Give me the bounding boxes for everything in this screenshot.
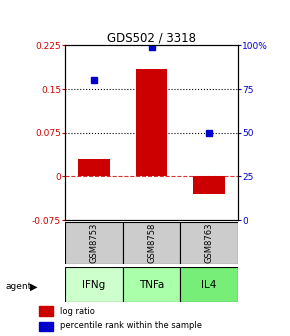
Bar <box>180 267 238 302</box>
Bar <box>39 322 53 331</box>
Bar <box>180 222 238 264</box>
Text: TNFa: TNFa <box>139 280 164 290</box>
Text: percentile rank within the sample: percentile rank within the sample <box>60 322 202 330</box>
Bar <box>193 176 225 194</box>
Bar <box>65 222 123 264</box>
Text: GSM8758: GSM8758 <box>147 222 156 263</box>
Title: GDS502 / 3318: GDS502 / 3318 <box>107 31 196 44</box>
Bar <box>78 159 110 176</box>
Text: IFNg: IFNg <box>82 280 106 290</box>
Text: ▶: ▶ <box>30 281 38 291</box>
Text: GSM8763: GSM8763 <box>204 222 213 263</box>
Bar <box>136 69 167 176</box>
Bar <box>123 222 180 264</box>
Bar <box>39 306 53 316</box>
Bar <box>123 267 180 302</box>
Text: agent: agent <box>6 282 32 291</box>
Text: IL4: IL4 <box>201 280 217 290</box>
Text: GSM8753: GSM8753 <box>90 222 99 263</box>
Text: log ratio: log ratio <box>60 307 95 316</box>
Bar <box>65 267 123 302</box>
